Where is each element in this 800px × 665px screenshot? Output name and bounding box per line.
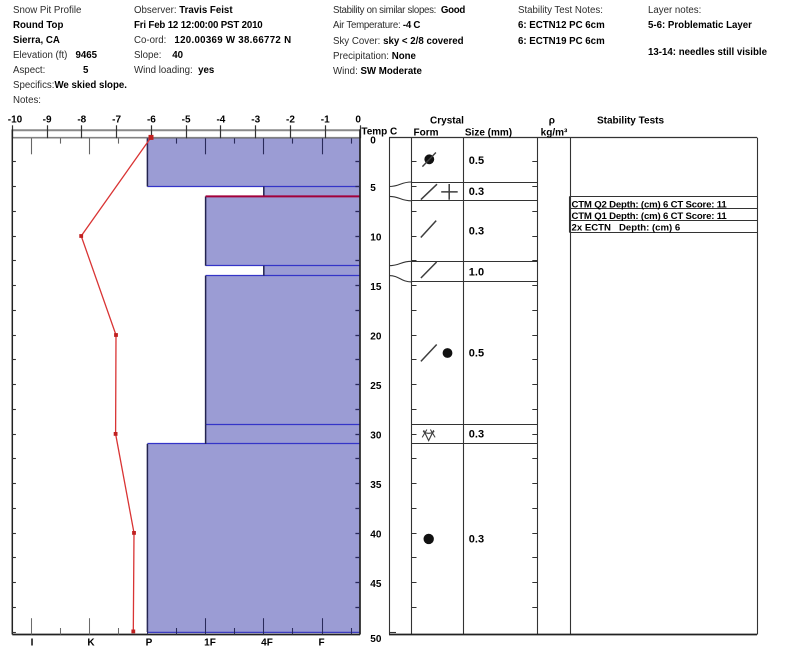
svg-text:P: P (146, 637, 153, 648)
svg-text:4F: 4F (261, 637, 273, 648)
svg-text:Form: Form (414, 128, 439, 139)
svg-text:10: 10 (370, 232, 382, 243)
svg-text:0: 0 (370, 135, 376, 146)
svg-text:2x ECTN Depth: (cm) 6: 2x ECTN Depth: (cm) 6 (572, 223, 681, 234)
svg-text:-8: -8 (77, 114, 86, 125)
svg-text:1.0: 1.0 (469, 266, 484, 278)
svg-text:I: I (31, 637, 34, 648)
svg-text:-7: -7 (112, 114, 121, 125)
svg-text:0.3: 0.3 (469, 186, 484, 198)
svg-text:5: 5 (370, 183, 376, 194)
svg-text:Stability Tests: Stability Tests (597, 116, 664, 127)
svg-text:-6: -6 (147, 114, 156, 125)
svg-text:CTM Q2 Depth: (cm) 6 CT Score:: CTM Q2 Depth: (cm) 6 CT Score: 11 (572, 199, 728, 210)
svg-text:0: 0 (355, 114, 361, 125)
svg-text:0.3: 0.3 (469, 226, 484, 238)
svg-text:-2: -2 (286, 114, 295, 125)
svg-text:Crystal: Crystal (430, 116, 464, 127)
svg-text:kg/m³: kg/m³ (541, 128, 568, 139)
svg-text:-10: -10 (8, 114, 23, 125)
svg-text:-4: -4 (216, 114, 225, 125)
svg-text:20: 20 (370, 331, 382, 342)
svg-text:25: 25 (370, 381, 382, 392)
svg-text:0.5: 0.5 (469, 348, 484, 360)
svg-text:-3: -3 (251, 114, 260, 125)
svg-text:K: K (87, 637, 95, 648)
svg-text:50: 50 (370, 634, 382, 645)
svg-text:-9: -9 (43, 114, 52, 125)
svg-text:35: 35 (370, 480, 382, 491)
svg-text:CTM Q1 Depth: (cm) 6 CT Score:: CTM Q1 Depth: (cm) 6 CT Score: 11 (572, 211, 728, 222)
svg-text:Temp C: Temp C (361, 127, 397, 138)
svg-text:0.3: 0.3 (469, 534, 484, 546)
svg-text:0.3: 0.3 (469, 428, 484, 440)
svg-text:30: 30 (370, 430, 382, 441)
svg-text:1F: 1F (204, 637, 216, 648)
svg-text:-1: -1 (321, 114, 330, 125)
svg-text:40: 40 (370, 529, 382, 540)
svg-text:-5: -5 (182, 114, 191, 125)
svg-text:Size (mm): Size (mm) (465, 128, 512, 139)
svg-text:15: 15 (370, 282, 382, 293)
svg-text:ρ: ρ (549, 116, 555, 127)
svg-text:F: F (318, 637, 324, 648)
svg-text:45: 45 (370, 579, 382, 590)
svg-text:0.5: 0.5 (469, 155, 484, 167)
